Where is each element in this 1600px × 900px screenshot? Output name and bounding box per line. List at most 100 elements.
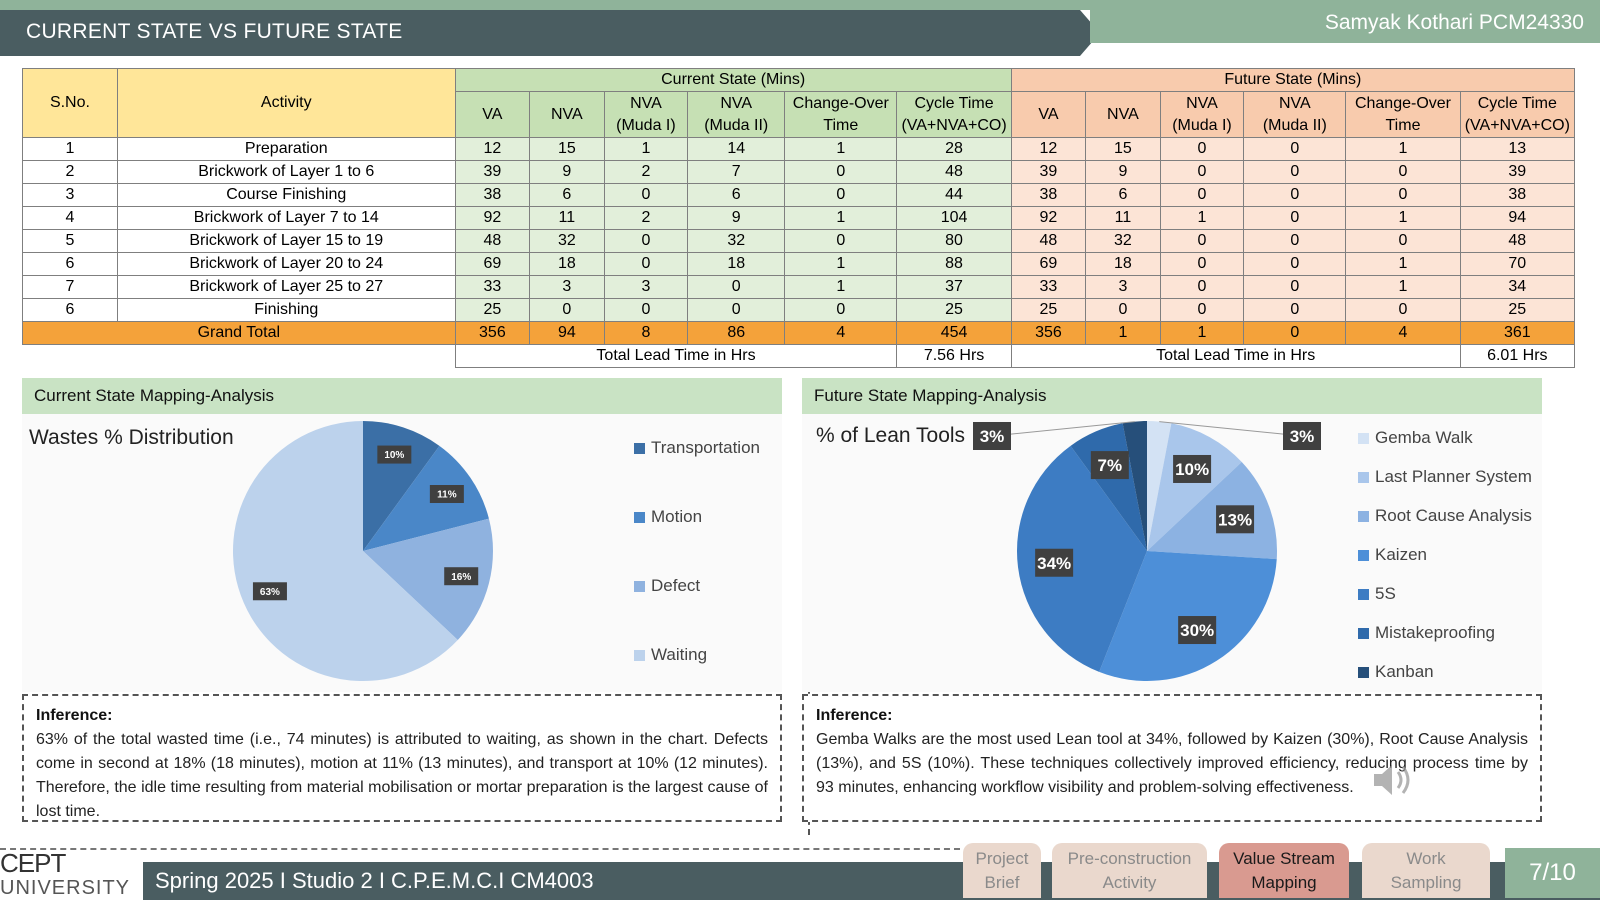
future-value-cell: 1	[1345, 206, 1461, 230]
pie-label-box	[1283, 422, 1321, 450]
col-header-line: Change-Over	[792, 94, 889, 112]
cept-logo-text: CEPT	[0, 848, 66, 878]
row-sno: 3	[22, 183, 118, 207]
future-value-cell: 0	[1243, 275, 1347, 299]
pie-data-label: 10%	[1173, 454, 1212, 483]
pie-label-text: 7%	[1098, 456, 1123, 475]
table-row: 2 Brickwork of Layer 1 to 6 39 9 2 7 0 48 39 9 0 0 0…	[22, 160, 1576, 184]
table-row: 1 Preparation 12 15 1 14 1 28 12 15 0 0 1 13	[22, 137, 1576, 161]
future-inference-title: Inference:	[816, 707, 893, 724]
future-value-cell: 92	[1010, 206, 1087, 230]
row-activity: Brickwork of Layer 15 to 19	[116, 229, 456, 253]
future-value-cell: 0	[1159, 275, 1245, 299]
pie-label-box	[1178, 616, 1217, 645]
grand-total-current-cell: 454	[896, 321, 1012, 345]
future-value-cell: 39	[1459, 160, 1576, 184]
col-header-line: VA	[482, 105, 503, 123]
future-value-cell: 0	[1345, 160, 1461, 184]
legend-swatch	[1358, 510, 1369, 522]
current-value-cell: 0	[529, 298, 605, 322]
future-value-cell: 38	[1010, 183, 1087, 207]
pie-label-text: 13%	[1218, 510, 1252, 529]
current-value-cell: 18	[529, 252, 605, 276]
future-value-cell: 0	[1243, 206, 1347, 230]
future-value-cell: 0	[1243, 298, 1347, 322]
future-value-cell: 11	[1085, 206, 1161, 230]
tab-project-brief-line1: Project	[975, 849, 1029, 868]
pie-data-label: 10%	[377, 445, 412, 464]
current-value-cell: 0	[784, 183, 898, 207]
tab-pre-construction[interactable]: Pre-construction Activity	[1052, 843, 1207, 898]
current-inference-title: Inference:	[36, 707, 113, 724]
grand-total-future-cell: 1	[1085, 321, 1161, 345]
legend-label: Motion	[651, 507, 703, 526]
tab-value-stream-mapping[interactable]: Value Stream Mapping	[1219, 843, 1349, 898]
speaker-icon[interactable]	[1370, 760, 1416, 800]
col-header-line: NVA	[1186, 94, 1218, 112]
current-col-header: NVA	[529, 91, 605, 138]
legend-swatch	[1358, 549, 1369, 561]
current-col-header: NVA (Muda II)	[687, 91, 786, 138]
row-activity: Finishing	[116, 298, 456, 322]
pie-data-label: 11%	[429, 485, 464, 504]
pie-label-text: 3%	[1290, 427, 1315, 446]
legend-label: Mistakeproofing	[1375, 623, 1496, 642]
current-value-cell: 1	[784, 252, 898, 276]
col-header-line: NVA	[1107, 105, 1139, 123]
pie-label-text: 11%	[437, 490, 457, 501]
legend-swatch	[1358, 471, 1369, 483]
legend-swatch	[634, 442, 645, 454]
tab-project-brief[interactable]: Project Brief	[963, 843, 1041, 898]
future-col-header: VA	[1010, 91, 1087, 138]
row-sno: 6	[22, 298, 118, 322]
wastes-pie-chart: 10% 11% 16% 63%	[233, 421, 493, 681]
future-value-cell: 0	[1243, 137, 1347, 161]
current-value-cell: 7	[687, 160, 786, 184]
current-inference-text: 63% of the total wasted time (i.e., 74 m…	[36, 731, 768, 820]
university-logo-text: UNIVERSITY	[0, 877, 131, 899]
legend-swatch	[634, 511, 645, 523]
current-value-cell: 0	[603, 183, 689, 207]
future-col-header: Cycle Time (VA+NVA+CO)	[1459, 91, 1576, 138]
legend-swatch	[1358, 627, 1369, 639]
col-header-line: (Muda II)	[1262, 116, 1327, 134]
col-header-line: (VA+NVA+CO)	[1464, 116, 1570, 134]
future-value-cell: 38	[1459, 183, 1576, 207]
current-value-cell: 1	[784, 137, 898, 161]
current-inference-box: Inference: 63% of the total wasted time …	[22, 694, 782, 822]
current-value-cell: 11	[529, 206, 605, 230]
pie-data-label: 3%	[1283, 422, 1321, 450]
row-sno: 1	[22, 137, 118, 161]
pie-label-box	[444, 567, 479, 586]
col-header-line: Time	[823, 116, 859, 134]
current-value-cell: 6	[529, 183, 605, 207]
future-value-cell: 3	[1085, 275, 1161, 299]
future-value-cell: 25	[1010, 298, 1087, 322]
tab-value-stream-line2: Mapping	[1251, 873, 1317, 892]
future-col-header: NVA (Muda II)	[1243, 91, 1347, 138]
row-sno: 6	[22, 252, 118, 276]
row-sno: 5	[22, 229, 118, 253]
pie-slice-kaizen	[1099, 551, 1277, 681]
current-value-cell: 12	[454, 137, 531, 161]
table-row: 4 Brickwork of Layer 7 to 14 92 11 2 9 1 104 92 1…	[22, 206, 1576, 230]
pie-label-box	[1173, 454, 1212, 483]
current-value-cell: 2	[603, 160, 689, 184]
course-label: Spring 2025 I Studio 2 I C.P.E.M.C.I CM4…	[155, 868, 594, 893]
future-value-cell: 34	[1459, 275, 1576, 299]
current-value-cell: 25	[896, 298, 1012, 322]
pie-label-box	[429, 485, 464, 504]
pie-leader-line	[1159, 421, 1303, 437]
pie-data-label: 13%	[1216, 505, 1255, 534]
future-value-cell: 12	[1010, 137, 1087, 161]
pie-label-text: 10%	[1175, 460, 1209, 479]
legend-swatch	[634, 580, 645, 592]
future-value-cell: 1	[1345, 252, 1461, 276]
future-value-cell: 9	[1085, 160, 1161, 184]
current-value-cell: 1	[603, 137, 689, 161]
current-state-heading: Current State Mapping-Analysis	[22, 378, 782, 414]
tab-work-sampling[interactable]: Work Sampling	[1362, 843, 1490, 898]
current-value-cell: 0	[603, 298, 689, 322]
row-activity: Brickwork of Layer 25 to 27	[116, 275, 456, 299]
top-accent-strip	[0, 0, 1600, 10]
